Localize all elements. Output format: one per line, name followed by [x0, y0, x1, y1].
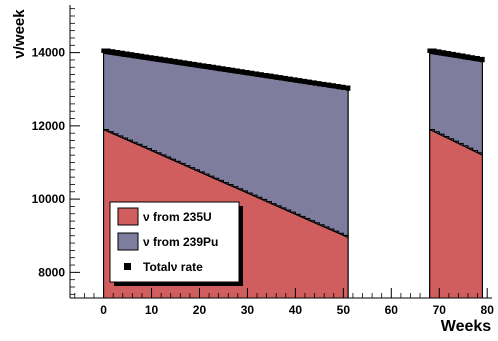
total-rate-band-segment-1 [101, 48, 351, 91]
y-axis-label: ν/week [11, 9, 28, 59]
x-tick-label-70: 70 [433, 303, 447, 317]
x-tick-label-50: 50 [337, 303, 351, 317]
legend-label-3: Totalν rate [143, 260, 203, 274]
total-rate-lower-dashed-segment-1 [103, 51, 349, 91]
legend-label-1: ν from 235U [143, 210, 212, 224]
y-tick-label-10000: 10000 [32, 192, 66, 206]
legend-marker-3 [124, 263, 131, 270]
legend-swatch-2 [117, 232, 139, 251]
legend-label-2: ν from 239Pu [143, 235, 218, 249]
y-tick-label-12000: 12000 [32, 119, 66, 133]
legend: ν from 235U ν from 239Pu Totalν rate [109, 201, 243, 286]
u235-area-segment-2 [429, 128, 483, 299]
axes: 8000 10000 12000 14000 0 10 20 30 40 50 60 70 80Week… [11, 5, 494, 335]
total-rate-lower-dashed-segment-2 [429, 51, 483, 62]
x-tick-label-60: 60 [385, 303, 399, 317]
total-rate-upper-dashed-segment-2 [429, 48, 483, 59]
total-rate-upper-dashed-segment-1 [103, 48, 349, 87]
x-tick-label-10: 10 [145, 303, 159, 317]
x-tick-labels: 0 10 20 30 40 50 60 70 80 [100, 303, 494, 317]
u235-boundary-segment-1 [103, 128, 349, 238]
x-tick-label-80: 80 [481, 303, 495, 317]
x-tick-label-40: 40 [289, 303, 303, 317]
y-tick-label-14000: 14000 [32, 46, 66, 60]
x-tick-label-0: 0 [100, 303, 107, 317]
y-tick-label-8000: 8000 [38, 265, 65, 279]
legend-swatch-1 [117, 207, 139, 226]
y-tick-labels: 8000 10000 12000 14000 [32, 46, 66, 280]
x-tick-label-30: 30 [241, 303, 255, 317]
x-tick-label-20: 20 [193, 303, 207, 317]
total-rate-band-segment-2 [427, 48, 485, 63]
x-axis-label: Weeks [441, 318, 492, 335]
u235-boundary-segment-2 [429, 128, 483, 156]
